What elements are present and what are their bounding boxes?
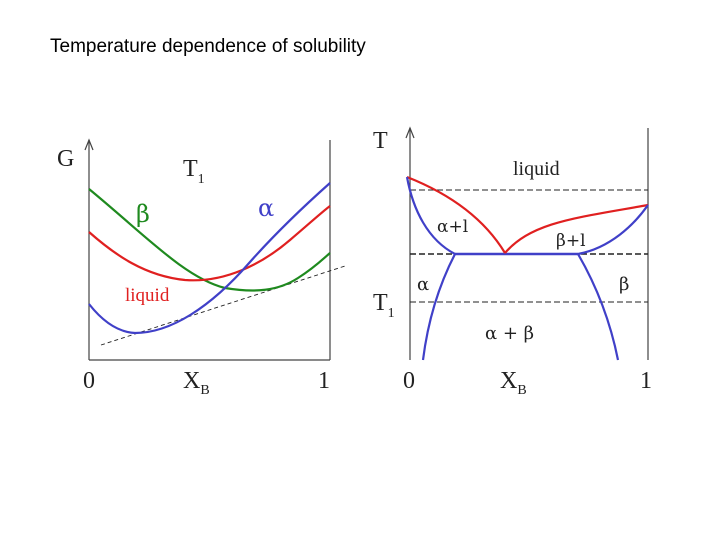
phase-diagram: T T1 liquid α+l β+l α β α + β 0 XB 1 xyxy=(373,126,652,398)
liquid-curve xyxy=(88,205,331,282)
region-beta-liquid-label: β+l xyxy=(556,231,586,251)
gibbs-x-min-label: 0 xyxy=(83,368,95,394)
alpha-curve xyxy=(88,182,331,335)
beta-curve xyxy=(88,188,331,292)
slide-title: Temperature dependence of solubility xyxy=(50,36,366,57)
phase-x-axis-main: X xyxy=(500,368,517,394)
gibbs-temperature-subscript: 1 xyxy=(198,172,205,187)
gibbs-temperature-label: T1 xyxy=(183,156,205,187)
region-liquid-label: liquid xyxy=(513,158,560,180)
region-alpha-label: α xyxy=(417,274,429,295)
gibbs-plot: G T1 β α liquid 0 XB 1 xyxy=(57,138,346,398)
gibbs-y-axis-arrow-icon xyxy=(84,138,94,151)
phase-x-max-label: 1 xyxy=(640,368,652,394)
beta-solidus-curve xyxy=(577,204,649,256)
alpha-liquidus-curve xyxy=(406,175,506,254)
alpha-solidus-curve xyxy=(405,176,456,255)
phase-x-axis-subscript: B xyxy=(517,383,526,398)
liquid-phase-label: liquid xyxy=(125,285,170,306)
region-alpha-liquid-label: α+l xyxy=(437,217,468,237)
region-alpha-beta-label: α + β xyxy=(485,323,534,344)
gibbs-y-axis-label: G xyxy=(57,146,74,172)
phase-y-axis-label: T xyxy=(373,128,388,154)
gibbs-temperature-main: T xyxy=(183,156,198,182)
gibbs-x-max-label: 1 xyxy=(318,368,330,394)
phase-x-axis-label: XB xyxy=(500,368,527,398)
phase-y-axis-arrow-icon xyxy=(405,126,415,139)
beta-liquidus-curve xyxy=(504,203,649,254)
alpha-solvus-curve xyxy=(421,253,456,361)
phase-t1-label: T1 xyxy=(373,290,395,321)
region-beta-label: β xyxy=(619,274,629,295)
gibbs-x-axis-label: XB xyxy=(183,368,210,398)
gibbs-x-axis-subscript: B xyxy=(200,383,209,398)
phase-t1-subscript: 1 xyxy=(388,306,395,321)
phase-x-min-label: 0 xyxy=(403,368,415,394)
beta-phase-label: β xyxy=(136,200,150,228)
alpha-phase-label: α xyxy=(258,194,274,222)
gibbs-x-axis-main: X xyxy=(183,368,200,394)
phase-t1-main: T xyxy=(373,290,388,316)
beta-solvus-curve xyxy=(577,253,620,361)
